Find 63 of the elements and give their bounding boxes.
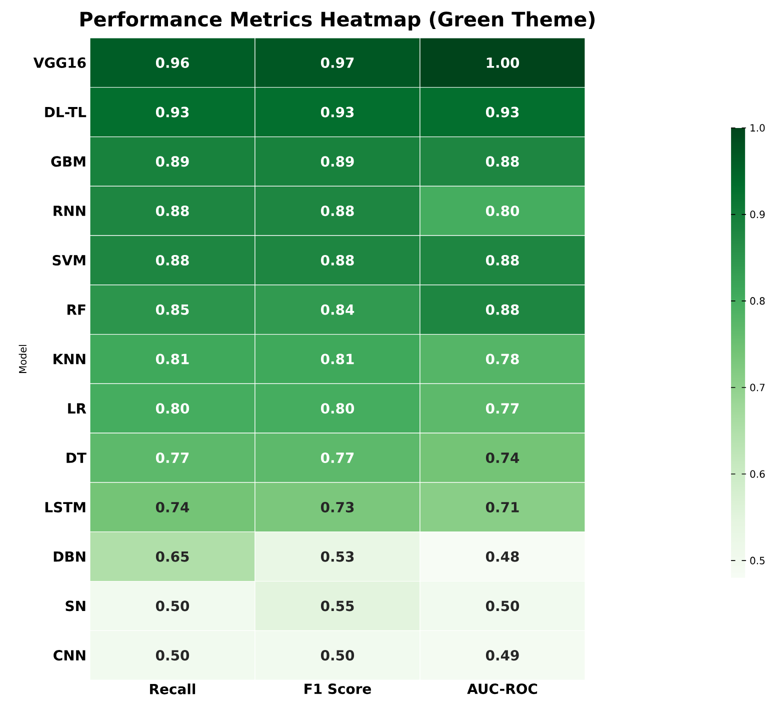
y-axis-title: Model	[18, 344, 27, 373]
data-label: 0.89	[156, 156, 189, 167]
data-label: 0.85	[156, 304, 189, 315]
y-tick-label: CNN	[54, 650, 86, 661]
data-label: 0.78	[486, 354, 519, 364]
data-label: 0.97	[320, 57, 354, 68]
data-label: 0.77	[156, 452, 189, 464]
color-bar-label: 1.0	[750, 124, 765, 132]
data-label: 0.71	[486, 502, 519, 512]
data-label: 0.81	[156, 354, 189, 364]
data-label: 0.88	[486, 304, 519, 315]
data-label: 0.96	[156, 57, 189, 68]
data-label: 0.88	[486, 156, 519, 167]
data-label: 0.88	[156, 254, 189, 266]
data-label: 0.93	[486, 106, 519, 118]
data-label: 0.55	[320, 600, 354, 612]
data-label: 0.88	[486, 254, 519, 266]
data-label: 0.88	[320, 254, 354, 266]
color-bar-label: 0.6	[750, 470, 765, 478]
data-label: 0.53	[320, 551, 354, 562]
data-label: 0.77	[320, 452, 354, 464]
y-tick-label: DL-TL	[45, 106, 86, 118]
color-bar-label: 0.5	[750, 556, 765, 564]
y-tick-label: VGG16	[33, 57, 86, 68]
data-label: 0.89	[320, 156, 354, 167]
data-label: 0.93	[156, 106, 189, 118]
y-tick-label: RF	[67, 304, 86, 315]
y-tick-label: SN	[66, 600, 86, 612]
data-label: 0.81	[320, 354, 354, 364]
data-label: 0.84	[320, 304, 354, 315]
data-label: 0.80	[486, 206, 520, 216]
y-tick-label: LR	[68, 403, 86, 414]
color-bar-label: 0.7	[750, 384, 765, 392]
x-tick-label: Recall	[150, 684, 196, 694]
color-bar-label: 0.9	[750, 210, 765, 218]
y-tick-label: KNN	[54, 354, 86, 364]
data-label: 0.48	[486, 551, 519, 562]
data-label: 0.50	[320, 650, 354, 661]
y-tick-label: DT	[66, 452, 86, 463]
y-tick-label: SVM	[52, 254, 86, 266]
data-label: 0.93	[320, 106, 354, 118]
chart-title: Performance Metrics Heatmap (Green Theme)	[80, 11, 595, 30]
data-label: 0.88	[156, 206, 189, 216]
data-label: 0.80	[320, 403, 354, 414]
data-label: 0.73	[320, 502, 354, 512]
data-label: 0.50	[156, 600, 190, 612]
data-label: 1.00	[486, 57, 520, 68]
data-label: 0.49	[486, 650, 519, 661]
data-label: 0.50	[486, 600, 520, 612]
data-label: 0.88	[320, 206, 354, 216]
data-label: 0.74	[486, 452, 520, 464]
y-tick-label: RNN	[54, 206, 86, 216]
data-label: 0.74	[156, 502, 190, 512]
x-tick-label: F1 Score	[304, 684, 371, 694]
y-tick-label: DBN	[54, 551, 86, 562]
data-label: 0.80	[156, 403, 190, 414]
data-label: 0.77	[486, 403, 519, 414]
x-tick-label: AUC-ROC	[467, 684, 538, 694]
data-label: 0.50	[156, 650, 190, 661]
data-label: 0.65	[156, 551, 189, 562]
y-tick-label: LSTM	[45, 502, 86, 512]
color-bar-label: 0.8	[750, 297, 765, 305]
y-tick-label: GBM	[51, 156, 86, 167]
